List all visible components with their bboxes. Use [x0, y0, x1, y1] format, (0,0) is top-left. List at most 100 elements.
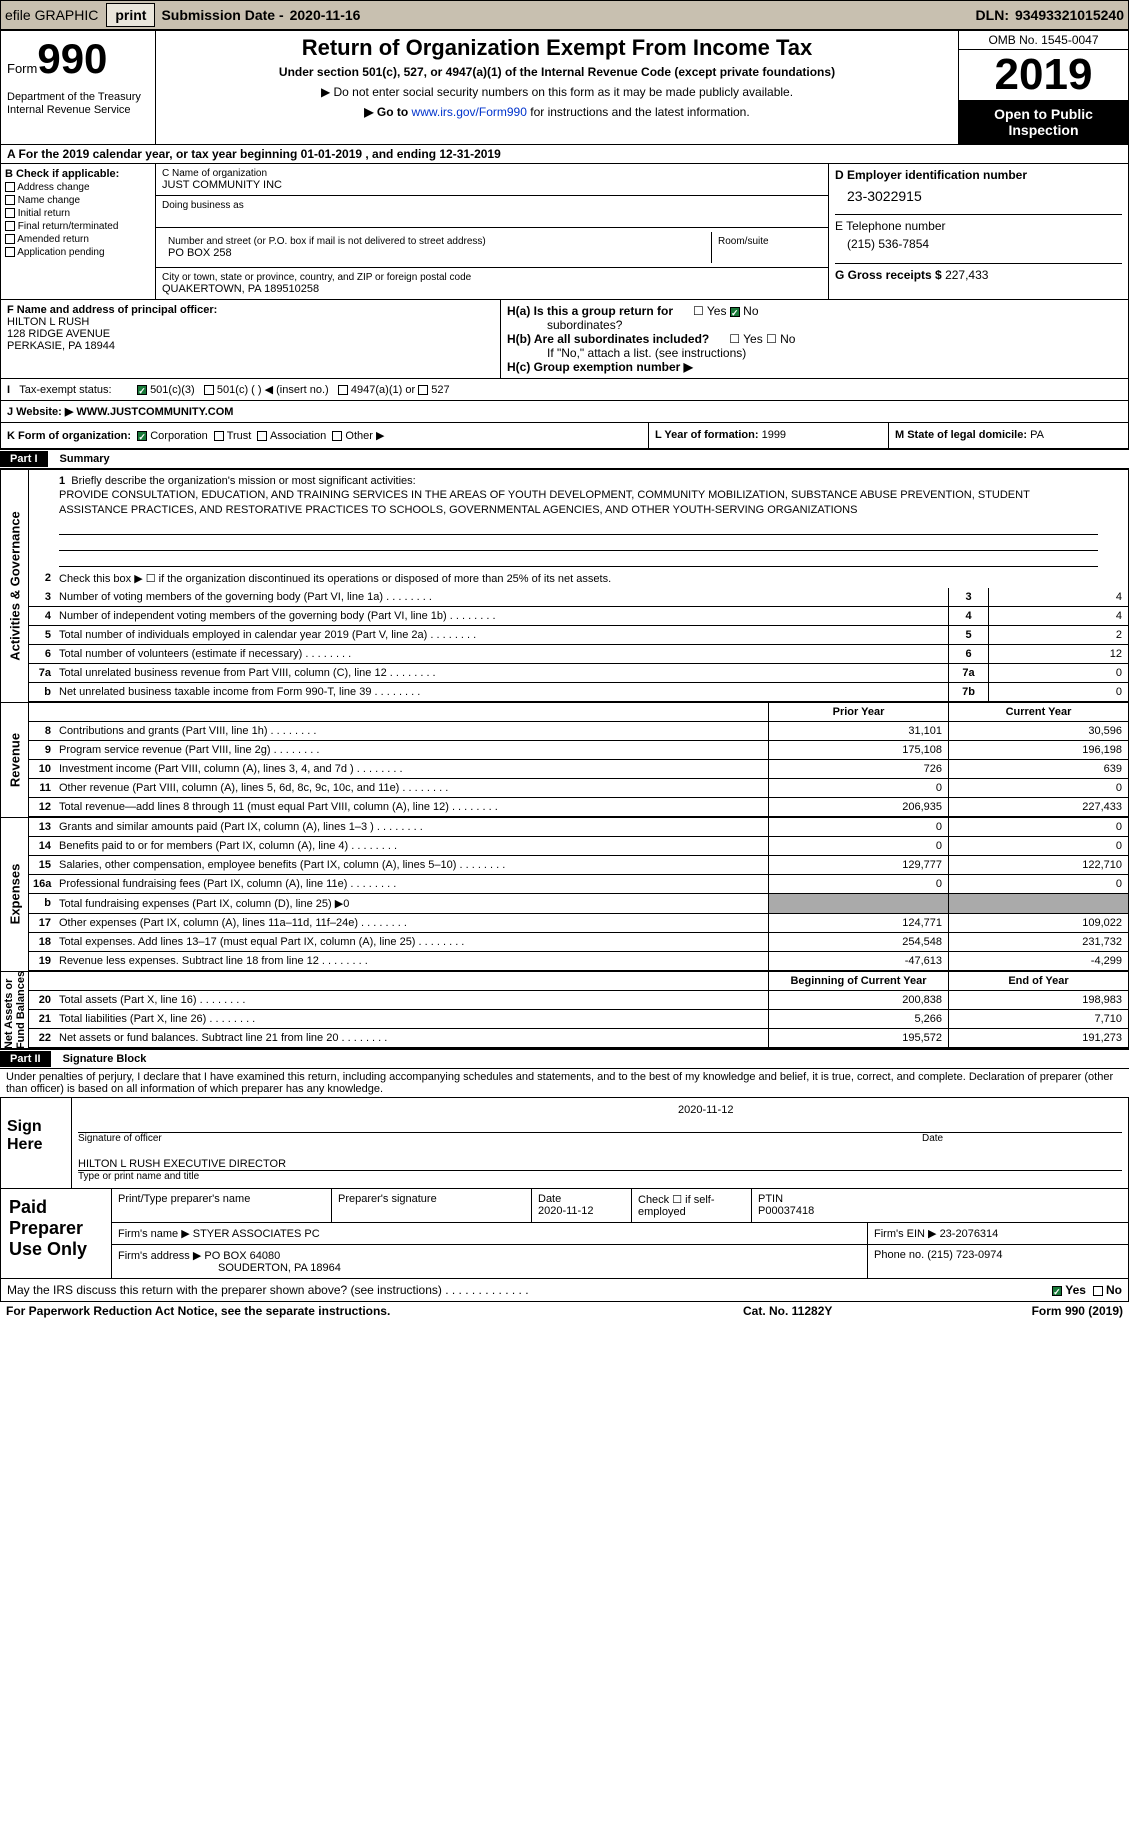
side-revenue: Revenue [7, 733, 22, 787]
gov-row: 3Number of voting members of the governi… [29, 588, 1128, 607]
hb-note: If "No," attach a list. (see instruction… [507, 346, 1122, 360]
form-subtitle: Under section 501(c), 527, or 4947(a)(1)… [162, 65, 952, 79]
firm-addr2: SOUDERTON, PA 18964 [118, 1262, 341, 1274]
table-row: 13Grants and similar amounts paid (Part … [29, 818, 1128, 837]
self-emp[interactable]: Check ☐ if self-employed [632, 1189, 752, 1222]
current-year-hdr: Current Year [948, 703, 1128, 721]
discuss-yes[interactable]: ✓ [1052, 1286, 1062, 1296]
gov-row: 5Total number of individuals employed in… [29, 626, 1128, 645]
officer-label: F Name and address of principal officer: [7, 304, 494, 316]
net-assets-section: Net Assets orFund Balances Beginning of … [0, 972, 1129, 1049]
name-title-lbl: Type or print name and title [78, 1170, 1122, 1182]
ha-yes[interactable]: ☐ Yes [693, 304, 726, 318]
irs-link[interactable]: www.irs.gov/Form990 [412, 105, 527, 119]
gov-row: 6Total number of volunteers (estimate if… [29, 645, 1128, 664]
check-other[interactable] [332, 431, 342, 441]
line-j: J Website: ▶ WWW.JUSTCOMMUNITY.COM [0, 401, 1129, 423]
table-row: 11Other revenue (Part VIII, column (A), … [29, 779, 1128, 798]
discuss-no[interactable] [1093, 1286, 1103, 1296]
form-note1: ▶ Do not enter social security numbers o… [162, 85, 952, 99]
gross-label: G Gross receipts $ [835, 268, 942, 282]
declaration: Under penalties of perjury, I declare th… [0, 1069, 1129, 1097]
officer-sig-name: HILTON L RUSH EXECUTIVE DIRECTOR [78, 1158, 1122, 1170]
ha2: subordinates? [507, 318, 1122, 332]
table-row: 8Contributions and grants (Part VIII, li… [29, 722, 1128, 741]
check-527[interactable] [418, 385, 428, 395]
check-trust[interactable] [214, 431, 224, 441]
gov-row: 7aTotal unrelated business revenue from … [29, 664, 1128, 683]
governance-section: Activities & Governance 1 Briefly descri… [0, 469, 1129, 703]
check-name[interactable]: Name change [5, 195, 151, 206]
table-row: 20Total assets (Part X, line 16)200,8381… [29, 991, 1128, 1010]
ha-no-check[interactable]: ✓ [730, 307, 740, 317]
check-assoc[interactable] [257, 431, 267, 441]
check-amended[interactable]: Amended return [5, 234, 151, 245]
form-ref: Form 990 (2019) [943, 1304, 1123, 1318]
ptin: P00037418 [758, 1205, 814, 1217]
sub-date: 2020-11-16 [290, 7, 361, 23]
ha-label: H(a) Is this a group return for [507, 304, 673, 318]
gross-value: 227,433 [945, 268, 988, 282]
officer-name: HILTON L RUSH [7, 316, 494, 328]
print-button[interactable]: print [106, 3, 155, 27]
check-final[interactable]: Final return/terminated [5, 221, 151, 232]
check-address[interactable]: Address change [5, 182, 151, 193]
year-formation: 1999 [762, 429, 786, 441]
mission-text: PROVIDE CONSULTATION, EDUCATION, AND TRA… [59, 489, 1030, 515]
ein-value: 23-3022915 [847, 188, 1122, 204]
expenses-section: Expenses 13Grants and similar amounts pa… [0, 818, 1129, 972]
discuss-row: May the IRS discuss this return with the… [0, 1279, 1129, 1302]
table-row: 14Benefits paid to or for members (Part … [29, 837, 1128, 856]
paperwork-notice: For Paperwork Reduction Act Notice, see … [6, 1304, 743, 1318]
hb-yes[interactable]: ☐ Yes [729, 332, 762, 346]
org-name: JUST COMMUNITY INC [162, 179, 822, 191]
dln-label: DLN: [970, 7, 1015, 23]
check-initial[interactable]: Initial return [5, 208, 151, 219]
table-row: 21Total liabilities (Part X, line 26)5,2… [29, 1010, 1128, 1029]
table-row: 16aProfessional fundraising fees (Part I… [29, 875, 1128, 894]
check-corp[interactable]: ✓ [137, 431, 147, 441]
paid-label: Paid Preparer Use Only [1, 1189, 111, 1278]
paid-preparer: Paid Preparer Use Only Print/Type prepar… [0, 1189, 1129, 1279]
dept-label: Department of the TreasuryInternal Reven… [7, 91, 149, 117]
check-4947[interactable] [338, 385, 348, 395]
revenue-section: Revenue Prior YearCurrent Year 8Contribu… [0, 703, 1129, 818]
street-label: Number and street (or P.O. box if mail i… [168, 236, 705, 247]
sign-date-val: 2020-11-12 [78, 1104, 1122, 1116]
side-netassets: Net Assets orFund Balances [3, 971, 27, 1049]
phone-value: (215) 536-7854 [847, 237, 1122, 251]
row-fh: F Name and address of principal officer:… [0, 300, 1129, 379]
signature-block: Sign Here 2020-11-12 Signature of office… [0, 1097, 1129, 1189]
sub-date-label: Submission Date - [155, 7, 289, 23]
check-501c[interactable] [204, 385, 214, 395]
table-row: 18Total expenses. Add lines 13–17 (must … [29, 933, 1128, 952]
website[interactable]: WWW.JUSTCOMMUNITY.COM [76, 406, 233, 418]
form-label: Form [7, 61, 37, 76]
section-b-label: B Check if applicable: [5, 168, 151, 180]
begin-year-hdr: Beginning of Current Year [768, 972, 948, 990]
table-row: 9Program service revenue (Part VIII, lin… [29, 741, 1128, 760]
end-year-hdr: End of Year [948, 972, 1128, 990]
line-a: A For the 2019 calendar year, or tax yea… [0, 145, 1129, 164]
table-row: 10Investment income (Part VIII, column (… [29, 760, 1128, 779]
hb-no[interactable]: ☐ No [766, 332, 795, 346]
check-pending[interactable]: Application pending [5, 247, 151, 258]
cat-no: Cat. No. 11282Y [743, 1304, 943, 1318]
status-label: Tax-exempt status: [19, 384, 111, 396]
firm-ein: 23-2076314 [940, 1228, 999, 1240]
side-expenses: Expenses [7, 864, 22, 925]
hc-label: H(c) Group exemption number ▶ [507, 360, 693, 374]
sig-date-lbl: Date [922, 1133, 1122, 1144]
form-title: Return of Organization Exempt From Incom… [162, 35, 952, 61]
state-domicile: PA [1030, 429, 1044, 441]
city-label: City or town, state or province, country… [162, 272, 822, 283]
table-row: 19Revenue less expenses. Subtract line 1… [29, 952, 1128, 971]
firm-name: STYER ASSOCIATES PC [193, 1228, 320, 1240]
efile-label: efile GRAPHIC [5, 7, 98, 23]
prep-date: 2020-11-12 [538, 1205, 593, 1217]
phone-label: E Telephone number [835, 219, 1122, 233]
dln-value: 93493321015240 [1015, 7, 1124, 23]
omb-number: OMB No. 1545-0047 [959, 31, 1128, 50]
ein-label: D Employer identification number [835, 168, 1122, 182]
check-501c3[interactable]: ✓ [137, 385, 147, 395]
